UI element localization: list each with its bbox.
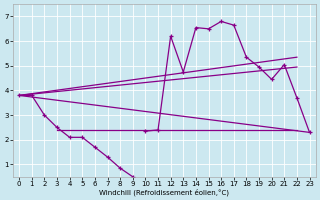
X-axis label: Windchill (Refroidissement éolien,°C): Windchill (Refroidissement éolien,°C) — [99, 188, 229, 196]
